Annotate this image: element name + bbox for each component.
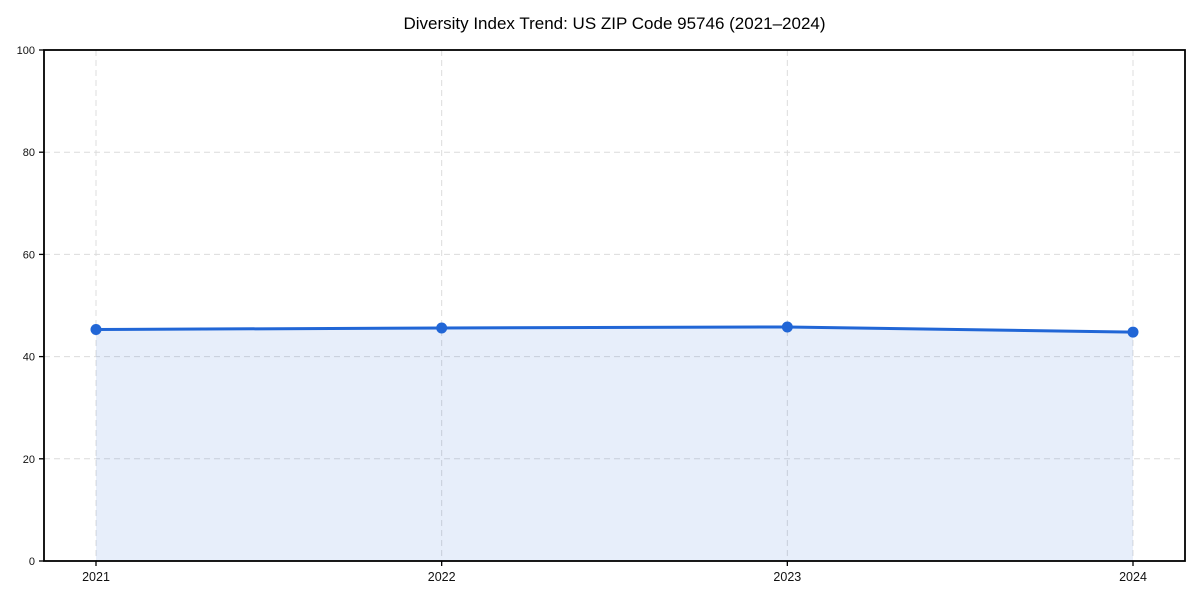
plot-frame: [43, 49, 1186, 562]
x-axis-tick-label: 2024: [1119, 570, 1147, 584]
data-point: [90, 324, 102, 336]
trend-line: [94, 325, 1135, 334]
data-point: [781, 321, 793, 333]
y-axis-tick-label: 60: [23, 249, 35, 261]
x-axis-tick-label: 2023: [773, 570, 801, 584]
y-axis-tick-label: 0: [29, 556, 35, 568]
y-axis-tick-label: 100: [17, 45, 35, 57]
x-axis-tick-label: 2021: [82, 570, 110, 584]
y-axis-tick-label: 80: [23, 147, 35, 159]
y-axis-tick-label: 40: [23, 352, 35, 364]
y-axis-tick-label: 20: [23, 454, 35, 466]
data-point: [436, 322, 448, 334]
chart-title: Diversity Index Trend: US ZIP Code 95746…: [403, 14, 826, 33]
area-fill: [96, 326, 1133, 561]
data-point: [1127, 326, 1139, 338]
x-axis-tick-label: 2022: [428, 570, 456, 584]
